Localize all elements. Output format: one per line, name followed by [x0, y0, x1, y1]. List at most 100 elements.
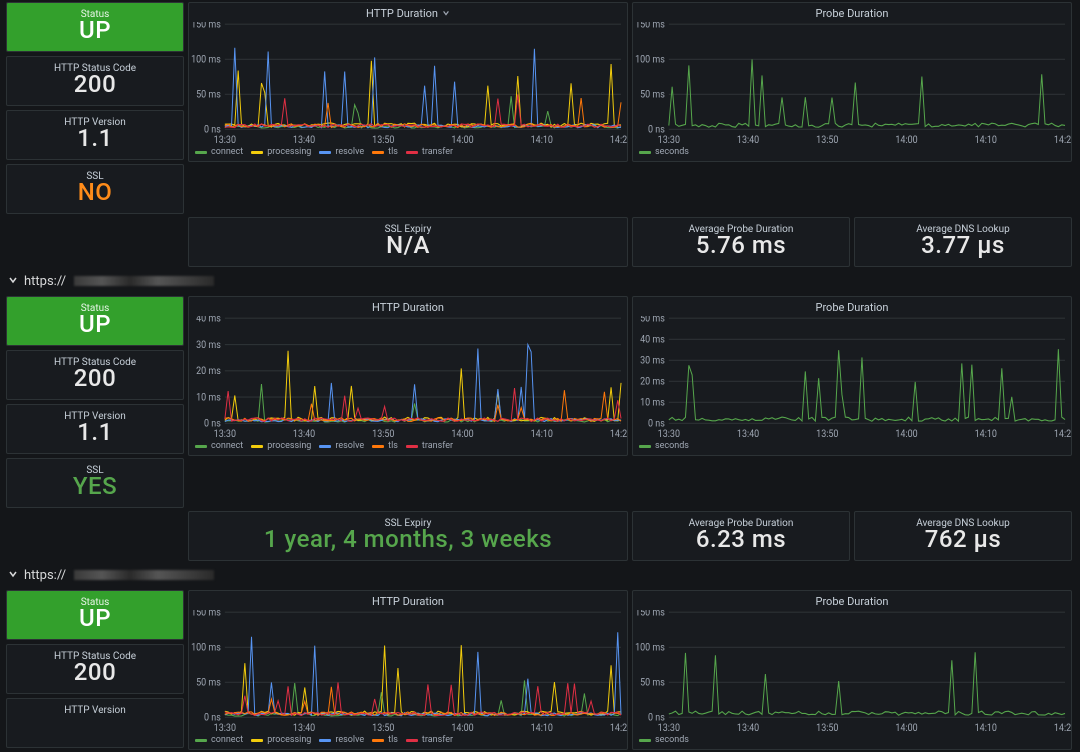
legend-item-connect[interactable]: connect — [195, 735, 243, 745]
chart-body: 0 ns50 ms100 ms150 ms13:3013:4013:5014:0… — [189, 610, 627, 733]
legend-item-processing[interactable]: processing — [251, 147, 311, 157]
svg-text:40 ms: 40 ms — [640, 334, 665, 346]
stat-http-status-code[interactable]: HTTP Status Code200 — [6, 56, 184, 106]
svg-text:14:00: 14:00 — [895, 428, 917, 439]
legend-item-connect[interactable]: connect — [195, 441, 243, 451]
svg-text:150 ms: 150 ms — [191, 610, 221, 619]
stat-http-version[interactable]: HTTP Version — [6, 698, 184, 748]
panel-title: SSL Expiry — [189, 514, 627, 531]
svg-text:50 ms: 50 ms — [640, 316, 665, 325]
stat-http-version[interactable]: HTTP Version1.1 — [6, 404, 184, 454]
panel-title: HTTP Duration — [189, 3, 627, 22]
stat-ssl[interactable]: SSLYES — [6, 458, 184, 508]
stat-status[interactable]: StatusUP — [6, 590, 184, 640]
redacted-url — [74, 570, 214, 580]
chart-probe-duration[interactable]: Probe Duration0 ns50 ms100 ms150 ms13:30… — [632, 2, 1072, 162]
svg-text:13:50: 13:50 — [372, 722, 394, 733]
legend-label: seconds — [655, 147, 689, 157]
stat-http-status-code[interactable]: HTTP Status Code200 — [6, 350, 184, 400]
chart-http-duration[interactable]: HTTP Duration0 ns10 ms20 ms30 ms40 ms13:… — [188, 296, 628, 456]
left-stats: StatusUPHTTP Status Code200HTTP Version — [6, 590, 184, 750]
legend-item-resolve[interactable]: resolve — [319, 147, 364, 157]
panel-title: HTTP Version — [7, 407, 183, 424]
stat-average-dns-lookup[interactable]: Average DNS Lookup762 µs — [854, 511, 1072, 561]
panel-title: Status — [7, 5, 183, 22]
legend-item-processing[interactable]: processing — [251, 735, 311, 745]
chart-probe-duration[interactable]: Probe Duration0 ns10 ms20 ms30 ms40 ms50… — [632, 296, 1072, 456]
stat-average-probe-duration[interactable]: Average Probe Duration5.76 ms — [632, 217, 850, 267]
section-1: https://StatusUPHTTP Status Code200HTTP … — [6, 269, 1074, 561]
left-stats: StatusUPHTTP Status Code200HTTP Version1… — [6, 296, 184, 508]
panel-title: SSL — [7, 461, 183, 478]
legend-item-tls[interactable]: tls — [372, 441, 398, 451]
stat-ssl[interactable]: SSLNO — [6, 164, 184, 214]
stat-ssl-expiry[interactable]: SSL Expiry1 year, 4 months, 3 weeks — [188, 511, 628, 561]
legend-label: tls — [388, 147, 398, 157]
chart-http-duration[interactable]: HTTP Duration0 ns50 ms100 ms150 ms13:301… — [188, 590, 628, 750]
legend-item-transfer[interactable]: transfer — [406, 441, 453, 451]
svg-text:13:30: 13:30 — [214, 722, 236, 733]
stat-average-dns-lookup[interactable]: Average DNS Lookup3.77 µs — [854, 217, 1072, 267]
stat-http-status-code[interactable]: HTTP Status Code200 — [6, 644, 184, 694]
svg-text:50 ms: 50 ms — [640, 677, 665, 689]
legend-item-processing[interactable]: processing — [251, 441, 311, 451]
section-2: https:// StatusUPHTTP Status Code200HTTP … — [6, 563, 1074, 750]
legend-swatch — [406, 739, 418, 742]
svg-text:13:30: 13:30 — [658, 428, 680, 439]
legend-item-tls[interactable]: tls — [372, 147, 398, 157]
svg-text:50 ms: 50 ms — [640, 89, 665, 101]
legend-label: transfer — [422, 147, 453, 157]
left-stats: StatusUPHTTP Status Code200HTTP Version1… — [6, 2, 184, 214]
stat-status[interactable]: StatusUP — [6, 2, 184, 52]
panel-title: HTTP Status Code — [7, 353, 183, 370]
svg-text:13:50: 13:50 — [372, 134, 394, 145]
legend-item-connect[interactable]: connect — [195, 147, 243, 157]
legend-item-seconds[interactable]: seconds — [639, 735, 689, 745]
svg-text:14:10: 14:10 — [975, 134, 997, 145]
svg-text:13:30: 13:30 — [658, 134, 680, 145]
svg-text:14:00: 14:00 — [895, 722, 917, 733]
legend-label: connect — [211, 735, 243, 745]
legend-swatch — [319, 445, 331, 448]
svg-text:13:40: 13:40 — [293, 428, 315, 439]
legend: seconds — [633, 145, 1071, 161]
panel-title: Status — [7, 593, 183, 610]
svg-text:100 ms: 100 ms — [191, 642, 221, 654]
svg-text:14:20: 14:20 — [1054, 722, 1071, 733]
legend-item-seconds[interactable]: seconds — [639, 147, 689, 157]
legend-item-resolve[interactable]: resolve — [319, 441, 364, 451]
svg-text:14:10: 14:10 — [531, 722, 553, 733]
stat-http-version[interactable]: HTTP Version1.1 — [6, 110, 184, 160]
legend-item-tls[interactable]: tls — [372, 735, 398, 745]
legend-item-transfer[interactable]: transfer — [406, 735, 453, 745]
legend-label: processing — [267, 441, 311, 451]
svg-text:13:40: 13:40 — [293, 134, 315, 145]
row-header[interactable]: https:// — [6, 563, 1074, 587]
legend-swatch — [639, 445, 651, 448]
svg-text:13:40: 13:40 — [293, 722, 315, 733]
panel-title: SSL Expiry — [189, 220, 627, 237]
legend-label: tls — [388, 441, 398, 451]
svg-text:14:10: 14:10 — [531, 428, 553, 439]
stat-ssl-expiry[interactable]: SSL ExpiryN/A — [188, 217, 628, 267]
panel-title: Average DNS Lookup — [855, 514, 1071, 531]
chart-http-duration[interactable]: HTTP Duration0 ns50 ms100 ms150 ms13:301… — [188, 2, 628, 162]
stat-status[interactable]: StatusUP — [6, 296, 184, 346]
legend-swatch — [406, 151, 418, 154]
svg-text:14:00: 14:00 — [451, 134, 473, 145]
legend-item-resolve[interactable]: resolve — [319, 735, 364, 745]
legend: connect processing resolve tls transfer — [189, 145, 627, 161]
svg-text:14:20: 14:20 — [1054, 134, 1071, 145]
svg-text:13:50: 13:50 — [816, 428, 838, 439]
chart-probe-duration[interactable]: Probe Duration0 ns50 ms100 ms150 ms13:30… — [632, 590, 1072, 750]
svg-text:14:10: 14:10 — [975, 428, 997, 439]
row-header[interactable]: https:// — [6, 269, 1074, 293]
stat-average-probe-duration[interactable]: Average Probe Duration6.23 ms — [632, 511, 850, 561]
chart-body: 0 ns10 ms20 ms30 ms40 ms50 ms13:3013:401… — [633, 316, 1071, 439]
chevron-down-icon — [442, 7, 450, 20]
redacted-url — [74, 276, 214, 286]
svg-text:13:40: 13:40 — [737, 428, 759, 439]
legend-swatch — [251, 445, 263, 448]
legend-item-seconds[interactable]: seconds — [639, 441, 689, 451]
legend-item-transfer[interactable]: transfer — [406, 147, 453, 157]
